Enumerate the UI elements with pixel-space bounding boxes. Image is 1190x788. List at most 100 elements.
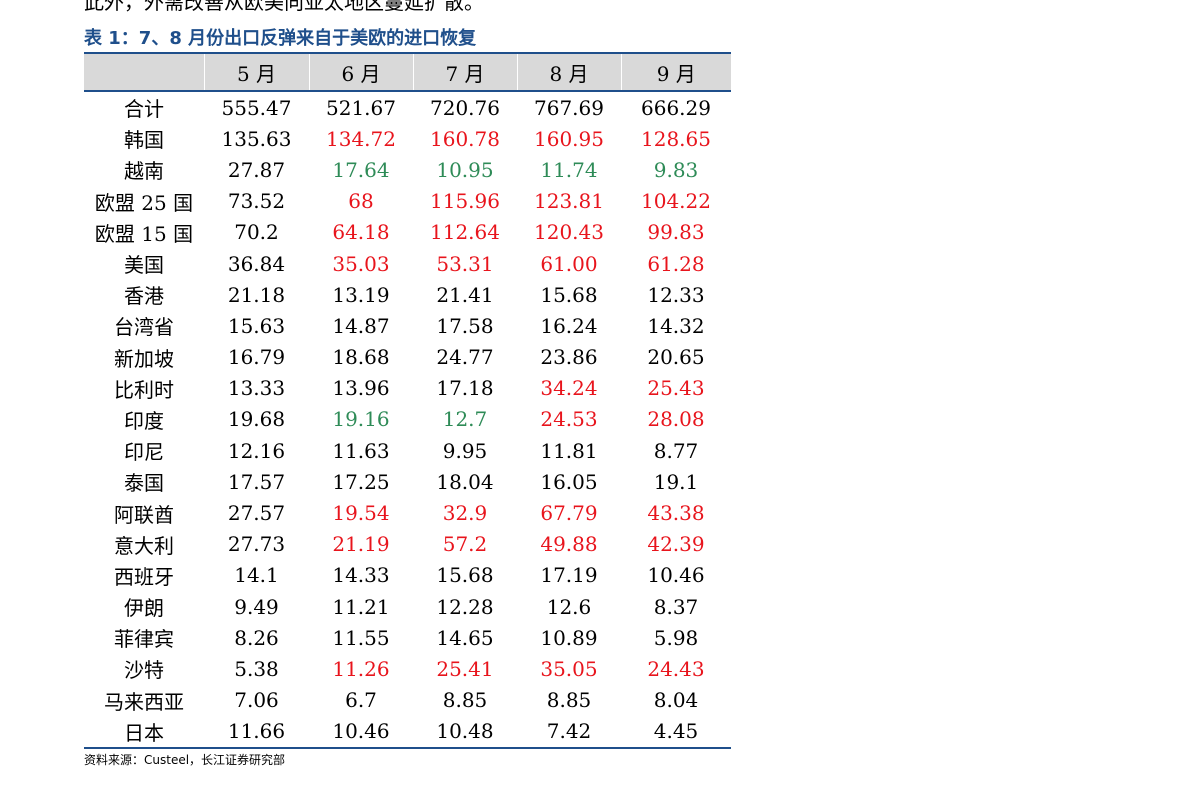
table-row: 西班牙 14.1 14.33 15.68 17.19 10.46 — [84, 560, 731, 591]
row-label: 新加坡 — [114, 346, 174, 371]
value-cell: 11.55 — [332, 625, 390, 650]
value-cell: 9.95 — [442, 438, 488, 463]
value-cell: 12.6 — [546, 594, 592, 619]
header-cell-august: 8 月 — [516, 52, 621, 92]
row-label: 韩国 — [124, 128, 164, 153]
value-cell: 8.77 — [653, 438, 699, 463]
value-cell: 13.19 — [332, 282, 390, 307]
value-cell: 12.28 — [436, 594, 494, 619]
value-cell: 15.63 — [227, 313, 286, 338]
table-row: 美国 36.84 35.03 53.31 61.00 61.28 — [84, 248, 731, 279]
table-row: 马来西亚 7.06 6.7 8.85 8.85 8.04 — [84, 685, 731, 716]
preceding-paragraph-fragment: 此外，外需改善从欧美向亚太地区蔓延扩散。 — [84, 0, 484, 14]
value-cell: 11.66 — [204, 715, 309, 749]
value-cell: 14.87 — [332, 313, 390, 338]
value-cell: 99.83 — [647, 220, 705, 245]
value-cell: 8.04 — [653, 688, 699, 713]
source-note: 资料来源：Custeel，长江证券研究部 — [84, 753, 286, 767]
value-cell: 11.21 — [332, 594, 390, 619]
value-cell: 24.53 — [540, 407, 598, 432]
value-cell: 10.46 — [309, 715, 413, 749]
value-cell: 27.73 — [227, 532, 286, 557]
table-row: 台湾省 15.63 14.87 17.58 16.24 14.32 — [84, 310, 731, 341]
value-cell: 7.06 — [234, 688, 279, 713]
table-row: 阿联酋 27.57 19.54 32.9 67.79 43.38 — [84, 497, 731, 528]
value-cell: 17.19 — [540, 563, 598, 588]
value-cell: 135.63 — [221, 126, 292, 151]
value-cell: 555.47 — [221, 95, 292, 120]
value-cell: 128.65 — [641, 126, 711, 151]
value-cell: 27.87 — [227, 157, 286, 182]
value-cell: 32.9 — [442, 501, 488, 526]
value-cell: 4.45 — [621, 715, 731, 749]
row-label: 台湾省 — [114, 315, 174, 340]
table-row: 日本 11.66 10.46 10.48 7.42 4.45 — [84, 715, 731, 749]
value-cell: 27.57 — [227, 501, 286, 526]
value-cell: 25.41 — [436, 656, 494, 681]
value-cell: 53.31 — [436, 251, 494, 276]
value-cell: 8.37 — [653, 594, 699, 619]
row-label: 泰国 — [124, 471, 164, 496]
value-cell: 9.49 — [234, 594, 279, 619]
value-cell: 14.65 — [436, 625, 494, 650]
value-cell: 25.43 — [647, 376, 705, 401]
value-cell: 21.19 — [332, 532, 390, 557]
value-cell: 23.86 — [540, 345, 598, 370]
value-cell: 16.05 — [540, 469, 598, 494]
value-cell: 17.64 — [332, 157, 390, 182]
table-title: 表 1：7、8 月份出口反弹来自于美欧的进口恢复 — [84, 28, 477, 49]
table-row: 比利时 13.33 13.96 17.18 34.24 25.43 — [84, 373, 731, 404]
value-cell: 7.42 — [517, 715, 621, 749]
table-row: 菲律宾 8.26 11.55 14.65 10.89 5.98 — [84, 622, 731, 653]
export-table: 5 月 6 月 7 月 8 月 9 月 合计 555.47 521.67 720.76… — [84, 52, 731, 749]
table-row: 沙特 5.38 11.26 25.41 35.05 24.43 — [84, 653, 731, 684]
value-cell: 17.25 — [332, 469, 390, 494]
value-cell: 64.18 — [332, 220, 390, 245]
value-cell: 19.68 — [227, 407, 286, 432]
value-cell: 134.72 — [326, 126, 396, 151]
value-cell: 8.26 — [234, 625, 279, 650]
row-label: 菲律宾 — [114, 627, 174, 652]
header-cell-june: 6 月 — [308, 52, 413, 92]
value-cell: 5.38 — [234, 656, 279, 681]
value-cell: 61.00 — [540, 251, 598, 276]
value-cell: 123.81 — [534, 189, 604, 214]
value-cell: 120.43 — [534, 220, 604, 245]
table-row: 越南 27.87 17.64 10.95 11.74 9.83 — [84, 154, 731, 185]
row-label: 欧盟 25 国 — [94, 190, 194, 215]
value-cell: 18.68 — [332, 345, 390, 370]
table-row: 香港 21.18 13.19 21.41 15.68 12.33 — [84, 279, 731, 310]
table-row: 泰国 17.57 17.25 18.04 16.05 19.1 — [84, 466, 731, 497]
header-cell-may: 5 月 — [203, 52, 309, 92]
value-cell: 35.05 — [540, 656, 598, 681]
value-cell: 61.28 — [647, 251, 705, 276]
row-label: 伊朗 — [124, 596, 164, 621]
value-cell: 20.65 — [647, 345, 705, 370]
value-cell: 21.41 — [436, 282, 494, 307]
value-cell: 68 — [348, 189, 374, 214]
value-cell: 112.64 — [430, 220, 500, 245]
value-cell: 521.67 — [326, 95, 396, 120]
row-label: 马来西亚 — [104, 689, 184, 714]
value-cell: 14.33 — [332, 563, 390, 588]
value-cell: 34.24 — [540, 376, 598, 401]
value-cell: 11.74 — [540, 157, 598, 182]
value-cell: 15.68 — [436, 563, 494, 588]
value-cell: 28.08 — [647, 407, 705, 432]
value-cell: 5.98 — [653, 625, 699, 650]
table-row: 新加坡 16.79 18.68 24.77 23.86 20.65 — [84, 342, 731, 373]
value-cell: 160.95 — [534, 126, 604, 151]
table-row: 韩国 135.63 134.72 160.78 160.95 128.65 — [84, 123, 731, 154]
value-cell: 8.85 — [442, 688, 488, 713]
value-cell: 11.26 — [332, 656, 390, 681]
row-label: 印尼 — [124, 440, 164, 465]
value-cell: 16.24 — [540, 313, 598, 338]
value-cell: 720.76 — [430, 95, 500, 120]
value-cell: 8.85 — [546, 688, 592, 713]
value-cell: 17.58 — [436, 313, 494, 338]
table-row: 意大利 27.73 21.19 57.2 49.88 42.39 — [84, 529, 731, 560]
value-cell: 19.54 — [332, 501, 390, 526]
value-cell: 12.16 — [227, 438, 286, 463]
value-cell: 73.52 — [227, 189, 286, 214]
value-cell: 36.84 — [227, 251, 286, 276]
